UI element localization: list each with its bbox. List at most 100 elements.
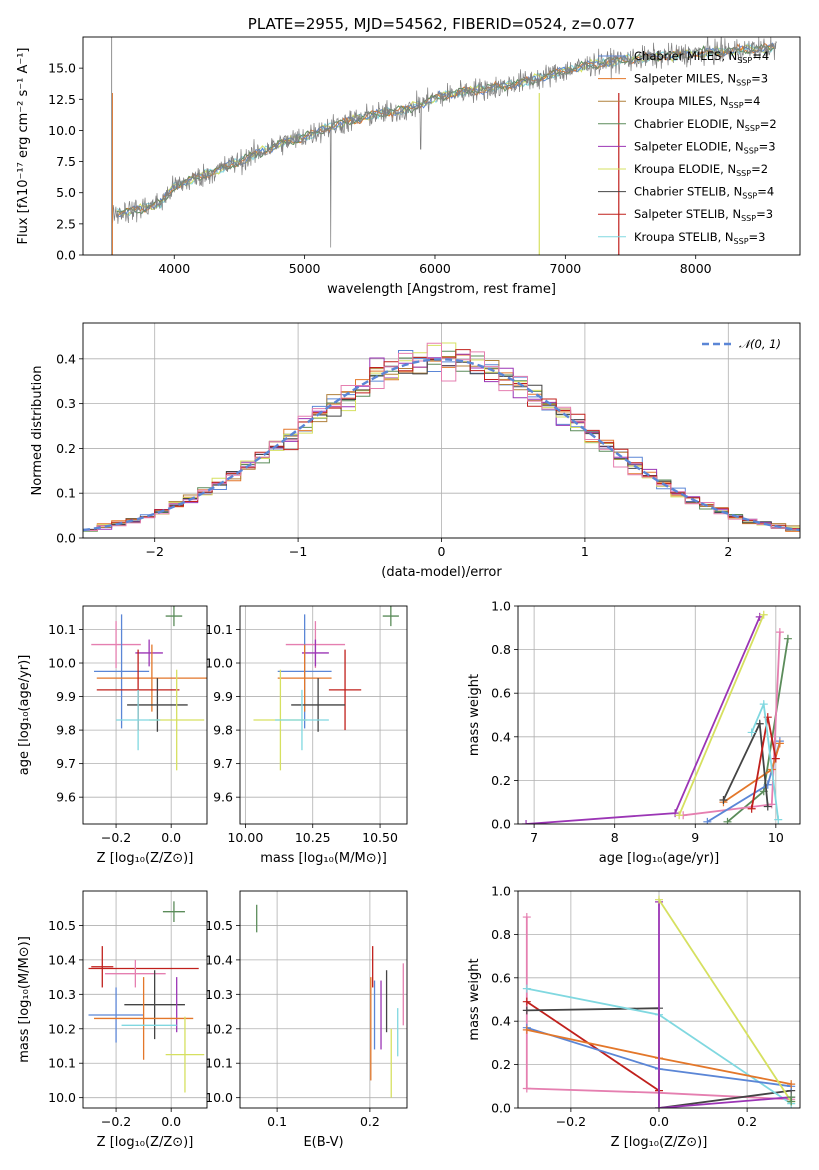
y-tick-label: 10.2 xyxy=(205,1021,233,1036)
x-tick-label: 9 xyxy=(691,830,699,845)
y-tick-label: 9.9 xyxy=(56,689,76,704)
legend-suffix: =3 xyxy=(749,230,766,244)
mass-weight-marker xyxy=(759,610,768,619)
legend-suffix: =3 xyxy=(756,207,773,221)
x-tick-label: 0.0 xyxy=(649,1114,669,1129)
legend-entry: 𝒩(0, 1) xyxy=(739,337,781,351)
mass-weight-marker xyxy=(522,820,531,824)
x-tick-label: 10.00 xyxy=(227,830,263,845)
x-tick-label: −0.2 xyxy=(556,1114,586,1129)
mass-weight-marker xyxy=(522,913,531,922)
y-tick-label: 10.0 xyxy=(48,1090,76,1105)
x-tick-label: 1 xyxy=(581,544,589,559)
x-axis-label: E(B-V) xyxy=(303,1135,343,1150)
x-tick-label: 0.0 xyxy=(161,830,181,845)
mass-weight-marker xyxy=(775,739,784,748)
x-axis-label: (data-model)/error xyxy=(381,565,502,580)
x-tick-label: 10.50 xyxy=(362,830,398,845)
legend-entry: Salpeter ELODIE, NSSP=3 xyxy=(634,139,776,155)
legend-label: Chabrier MILES, N xyxy=(634,49,737,63)
legend-subscript: SSP xyxy=(729,101,744,110)
x-tick-label: −1 xyxy=(289,544,307,559)
y-tick-label: 0.4 xyxy=(56,351,76,366)
spectrum-panel: 4000 5000 6000 7000 8000 0.0 2.5 5.0 7.5 10.0 12.5… xyxy=(16,15,801,297)
legend-suffix: =3 xyxy=(751,72,768,86)
y-tick-label: 2.5 xyxy=(56,216,76,231)
chart-title: PLATE=2955, MJD=54562, FIBERID=0524, z=0… xyxy=(248,15,635,33)
y-tick-label: 0.4 xyxy=(491,1014,511,1029)
mass-weight-marker xyxy=(522,984,531,993)
legend-suffix: =4 xyxy=(744,94,761,108)
legend-entry: Kroupa MILES, NSSP=4 xyxy=(634,94,760,110)
mass-weight-marker xyxy=(655,895,663,904)
y-tick-label: 7.5 xyxy=(56,154,76,169)
mass-weight-marker xyxy=(771,754,780,763)
legend-label: Salpeter STELIB, N xyxy=(634,207,741,221)
y-tick-label: 0.0 xyxy=(491,817,511,832)
y-tick-label: 9.9 xyxy=(213,689,233,704)
y-axis-label: mass [log₁₀(M/M⊙)] xyxy=(17,936,32,1063)
x-tick-label: 10.25 xyxy=(295,830,331,845)
mass-weight-panel-weight-vs-age: 7 8 9 10 0.0 0.2 0.4 0.6 0.8 1.0 age [log₁₀(age/yr… xyxy=(467,599,801,866)
mass-weight-marker xyxy=(747,804,756,813)
legend-suffix: =2 xyxy=(751,162,768,176)
x-tick-label: 0.2 xyxy=(360,1114,380,1129)
mass-weight-line xyxy=(678,614,765,816)
y-tick-label: 0.6 xyxy=(491,686,511,701)
plot-frame xyxy=(82,322,801,539)
mass-weight-marker xyxy=(755,719,764,728)
y-tick-label: 10.0 xyxy=(48,656,76,671)
x-tick-label: −0.2 xyxy=(101,830,131,845)
y-tick-label: 0.2 xyxy=(491,773,511,788)
x-tick-label: 0 xyxy=(438,544,446,559)
legend-subscript: SSP xyxy=(745,124,760,133)
y-axis-label: Flux [fλ10⁻¹⁷ erg cm⁻² s⁻¹ A⁻¹] xyxy=(16,48,31,245)
legend-subscript: SSP xyxy=(737,56,752,65)
mass-weight-marker xyxy=(759,700,768,709)
x-tick-label: 8 xyxy=(611,830,619,845)
x-tick-label: 7000 xyxy=(549,261,581,276)
mass-weight-line xyxy=(526,1000,660,1092)
y-tick-label: 1.0 xyxy=(491,599,511,614)
mass-weight-marker xyxy=(774,815,783,824)
y-tick-label: 12.5 xyxy=(48,92,76,107)
y-tick-label: 10.1 xyxy=(205,1056,233,1071)
y-tick-label: 10.2 xyxy=(48,1021,76,1036)
observed-spectrum-line xyxy=(111,37,777,248)
mass-weight-marker xyxy=(723,817,732,824)
plot-frame xyxy=(239,890,408,1109)
legend-suffix: =4 xyxy=(752,49,769,63)
mass-weight-line xyxy=(658,901,792,1108)
residual-histogram-panel: −2 −1 0 1 2 0.0 0.1 0.2 0.3 0.4 (data-model)/error… xyxy=(30,322,801,580)
plot-frame xyxy=(82,890,208,1109)
legend-label: Kroupa STELIB, N xyxy=(634,230,734,244)
y-tick-label: 10.1 xyxy=(48,1056,76,1071)
legend-label: Chabrier ELODIE, N xyxy=(634,117,745,131)
legend-subscript: SSP xyxy=(736,79,751,88)
legend-entry: Chabrier STELIB, NSSP=4 xyxy=(634,185,774,201)
normal-reference-curve xyxy=(83,358,800,532)
x-tick-label: 8000 xyxy=(680,261,712,276)
legend-entry: Kroupa STELIB, NSSP=3 xyxy=(634,230,765,246)
y-tick-label: 10.5 xyxy=(205,918,233,933)
x-axis-label: Z [log₁₀(Z/Z⊙)] xyxy=(97,851,194,866)
mass-weight-line xyxy=(526,616,761,824)
y-tick-label: 9.6 xyxy=(56,790,76,805)
y-tick-label: 10.1 xyxy=(205,622,233,637)
plot-frame xyxy=(239,605,408,825)
legend-suffix: =3 xyxy=(759,139,776,153)
y-tick-label: 10.0 xyxy=(205,1090,233,1105)
y-tick-label: 9.7 xyxy=(213,756,233,771)
y-tick-label: 0.0 xyxy=(56,248,76,263)
y-tick-label: 0.1 xyxy=(56,486,76,501)
y-tick-label: 15.0 xyxy=(48,61,76,76)
mass-weight-marker xyxy=(522,1006,531,1015)
y-tick-label: 0.8 xyxy=(491,642,511,657)
legend-label: Kroupa ELODIE, N xyxy=(634,162,736,176)
x-tick-label: 10 xyxy=(768,830,784,845)
y-tick-label: 9.8 xyxy=(56,723,76,738)
legend-label: Chabrier STELIB, N xyxy=(634,185,742,199)
mass-weight-marker xyxy=(747,728,756,737)
plot-frame xyxy=(517,605,801,825)
